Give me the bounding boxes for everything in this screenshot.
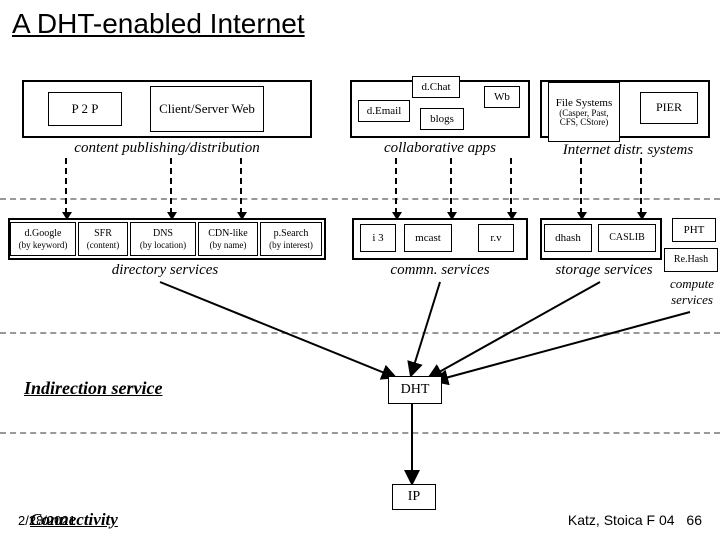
psearch-box: p.Search (by interest) bbox=[260, 222, 322, 256]
page-title: A DHT-enabled Internet bbox=[12, 8, 305, 40]
commn-label: commn. services bbox=[370, 262, 510, 279]
demail-box: d.Email bbox=[358, 100, 410, 122]
sfr-l1: SFR bbox=[94, 228, 112, 240]
content-pub-label: content publishing/distribution bbox=[32, 140, 302, 157]
ip-box: IP bbox=[392, 484, 436, 510]
csweb-box: Client/Server Web bbox=[150, 86, 264, 132]
dchat-label: d.Chat bbox=[421, 81, 450, 94]
collab-label: collaborative apps bbox=[360, 140, 520, 157]
wb-label: Wb bbox=[494, 91, 510, 104]
pier-label: PIER bbox=[656, 101, 682, 115]
rv-box: r.v bbox=[478, 224, 514, 252]
dns-box: DNS (by location) bbox=[130, 222, 196, 256]
p2p-label: P 2 P bbox=[72, 102, 99, 117]
fs-label: File Systems bbox=[556, 98, 613, 109]
sfr-box: SFR (content) bbox=[78, 222, 128, 256]
sfr-l2: (content) bbox=[87, 240, 119, 250]
indirection-label: Indirection service bbox=[24, 378, 162, 399]
compute-label: compute services bbox=[662, 276, 720, 308]
csweb-label: Client/Server Web bbox=[159, 102, 255, 117]
dht-box: DHT bbox=[388, 376, 442, 404]
cdn-box: CDN-like (by name) bbox=[198, 222, 258, 256]
arrow-r1-1 bbox=[65, 158, 67, 214]
caslib-label: CASLIB bbox=[609, 232, 645, 244]
dgoogle-box: d.Google (by keyword) bbox=[10, 222, 76, 256]
pht-label: PHT bbox=[684, 224, 705, 237]
psearch-l2: (by interest) bbox=[269, 240, 313, 250]
page-number: 66 bbox=[686, 512, 702, 528]
caslib-box: CASLIB bbox=[598, 224, 656, 252]
arrow-r1-5 bbox=[450, 158, 452, 214]
footer-date: 2/28/2021 bbox=[18, 513, 76, 528]
dhash-box: dhash bbox=[544, 224, 592, 252]
psearch-l1: p.Search bbox=[274, 228, 309, 240]
fs-sub-label: (Casper, Past, CFS, CStore) bbox=[551, 109, 617, 127]
i3-label: i 3 bbox=[372, 232, 383, 245]
demail-label: d.Email bbox=[367, 105, 402, 118]
pht-box: PHT bbox=[672, 218, 716, 242]
rv-label: r.v bbox=[490, 232, 501, 245]
mcast-box: mcast bbox=[404, 224, 452, 252]
arrow-r1-4 bbox=[395, 158, 397, 214]
mcast-label: mcast bbox=[415, 232, 441, 245]
rehash-label: Re.Hash bbox=[674, 254, 708, 266]
arrow-r1-6 bbox=[510, 158, 512, 214]
wb-box: Wb bbox=[484, 86, 520, 108]
rehash-box: Re.Hash bbox=[664, 248, 718, 272]
inet-distr-label: Internet distr. systems bbox=[538, 142, 718, 159]
dgoogle-l1: d.Google bbox=[25, 228, 62, 240]
dgoogle-l2: (by keyword) bbox=[19, 240, 68, 250]
dchat-box: d.Chat bbox=[412, 76, 460, 98]
cdn-l1: CDN-like bbox=[208, 228, 247, 240]
footer-credit: Katz, Stoica F 04 66 bbox=[568, 512, 702, 528]
dhash-label: dhash bbox=[555, 232, 581, 245]
dns-l2: (by location) bbox=[140, 240, 186, 250]
arrow-r1-2 bbox=[170, 158, 172, 214]
dns-l1: DNS bbox=[153, 228, 173, 240]
blogs-box: blogs bbox=[420, 108, 464, 130]
storage-label: storage services bbox=[544, 262, 664, 279]
arrow-r1-7 bbox=[580, 158, 582, 214]
credit-text: Katz, Stoica F 04 bbox=[568, 512, 675, 528]
dash-3 bbox=[0, 432, 720, 434]
cdn-l2: (by name) bbox=[210, 240, 247, 250]
dht-label: DHT bbox=[401, 382, 430, 398]
i3-box: i 3 bbox=[360, 224, 396, 252]
arrow-r1-8 bbox=[640, 158, 642, 214]
compute-l1: compute bbox=[670, 276, 714, 291]
pier-box: PIER bbox=[640, 92, 698, 124]
p2p-box: P 2 P bbox=[48, 92, 122, 126]
dash-2 bbox=[0, 332, 720, 334]
fs-box: File Systems (Casper, Past, CFS, CStore) bbox=[548, 82, 620, 142]
ip-label: IP bbox=[408, 489, 420, 505]
dash-1 bbox=[0, 198, 720, 200]
blogs-label: blogs bbox=[430, 113, 454, 126]
arrow-r1-3 bbox=[240, 158, 242, 214]
directory-label: directory services bbox=[90, 262, 240, 279]
compute-l2: services bbox=[671, 292, 713, 307]
